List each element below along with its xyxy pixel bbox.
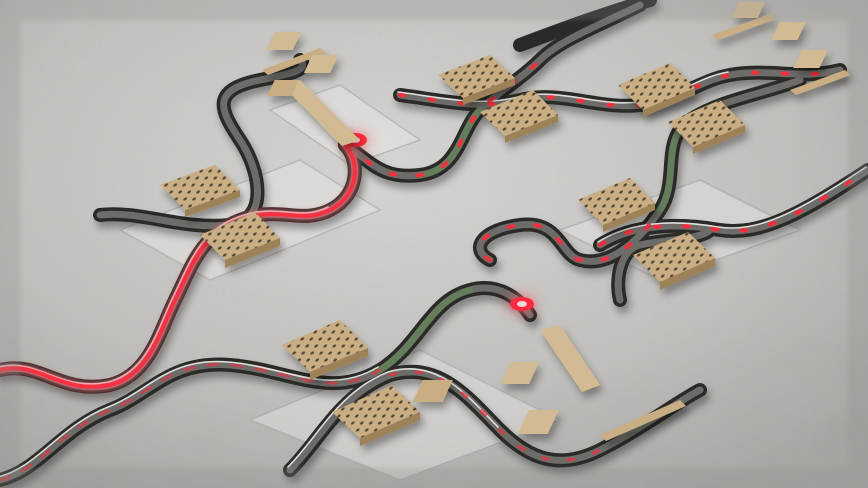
electrode-far-right: [790, 50, 851, 95]
electrode-top-left: [262, 32, 339, 75]
electrode-strips: [262, 2, 851, 441]
pad-7: [578, 178, 655, 232]
pad-4: [480, 90, 558, 143]
pad-2: [200, 212, 280, 268]
red-light-channels: [0, 58, 868, 482]
bond-pads: [160, 55, 745, 446]
pad-1: [160, 165, 240, 217]
electrode-center-right: [412, 325, 600, 402]
pad-3: [438, 55, 515, 105]
pad-10: [332, 385, 420, 446]
electrode-bottom-right: [500, 362, 686, 441]
pad-8: [633, 232, 715, 290]
pad-9: [282, 320, 368, 380]
pad-6: [668, 100, 745, 154]
pad-5: [618, 63, 695, 117]
electrode-upper-center: [267, 80, 360, 146]
